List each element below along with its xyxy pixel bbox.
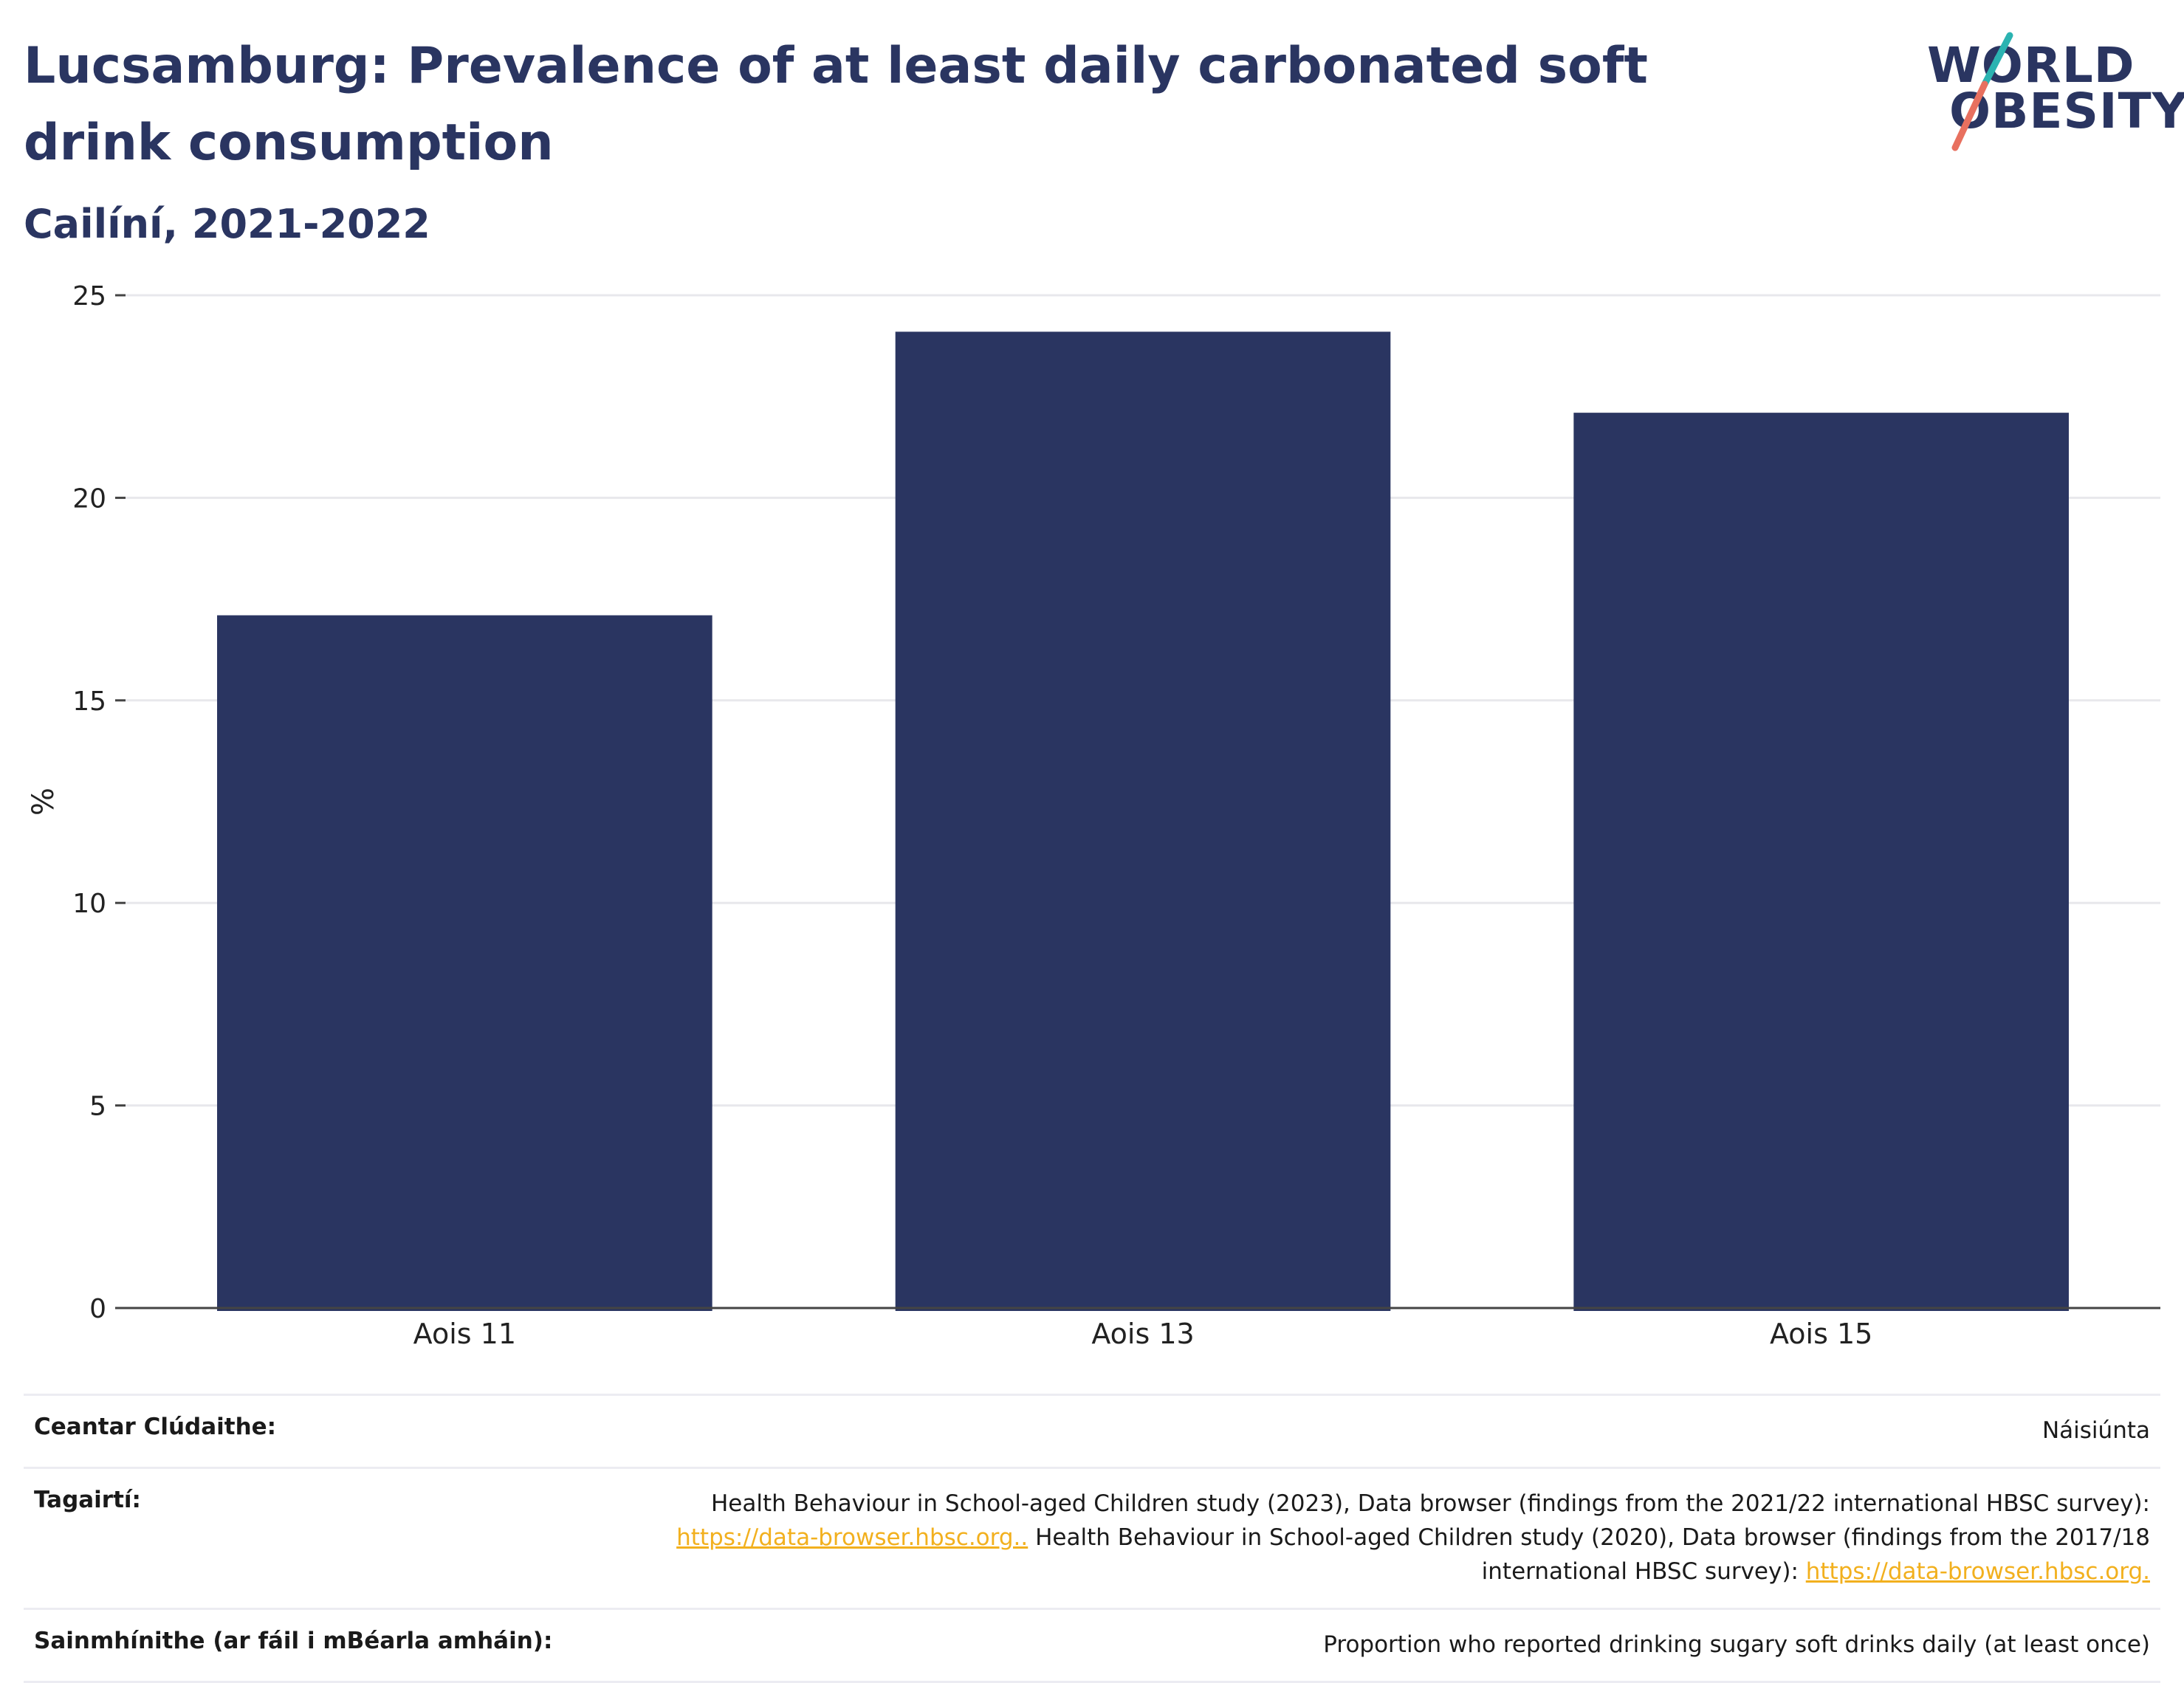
- chart-subtitle: Cailíní, 2021-2022: [24, 201, 430, 247]
- x-tick-label: Aois 13: [1091, 1318, 1194, 1350]
- y-tick-label: 25: [72, 281, 106, 312]
- reference-text-2: Health Behaviour in School-aged Children…: [1028, 1524, 2150, 1585]
- definitions-value: Proportion who reported drinking sugary …: [1323, 1631, 2150, 1658]
- definitions-row: Sainmhínithe (ar fáil i mBéarla amháin):…: [24, 1608, 2160, 1683]
- y-axis-label: %: [27, 788, 61, 816]
- coverage-row: Ceantar Clúdaithe: Náisiúnta: [24, 1394, 2160, 1467]
- reference-link-2[interactable]: https://data-browser.hbsc.org.: [1805, 1558, 2150, 1585]
- bar-chart: 0 5 10 15 20 25% Aois 11 Aois 13 Aois 15: [27, 281, 2160, 1350]
- definitions-label: Sainmhínithe (ar fáil i mBéarla amháin):: [34, 1628, 553, 1654]
- y-tick-label: 10: [72, 889, 106, 919]
- y-tick-label: 0: [89, 1294, 106, 1324]
- references-row: Tagairtí: Health Behaviour in School-age…: [24, 1467, 2160, 1608]
- y-tick-label: 5: [89, 1092, 106, 1122]
- coverage-label: Ceantar Clúdaithe:: [34, 1414, 277, 1440]
- references-label: Tagairtí:: [34, 1487, 141, 1513]
- y-tick-label: 20: [72, 483, 106, 514]
- logo-line-1: WORLD: [1927, 37, 2135, 94]
- x-tick-label: Aois 15: [1770, 1318, 1872, 1350]
- coverage-value: Náisiúnta: [2042, 1417, 2150, 1444]
- references-value: Health Behaviour in School-aged Children…: [636, 1487, 2150, 1589]
- chart-footer: Ceantar Clúdaithe: Náisiúnta Tagairtí: H…: [24, 1394, 2160, 1683]
- logo-slash-icon: [1951, 32, 2013, 151]
- reference-link-1[interactable]: https://data-browser.hbsc.org..: [676, 1524, 1029, 1551]
- x-tick-label: Aois 11: [413, 1318, 516, 1350]
- world-obesity-logo[interactable]: WORLD OBESITY: [1927, 27, 2184, 159]
- chart-title: Lucsamburg: Prevalence of at least daily…: [24, 37, 1648, 172]
- y-tick-label: 15: [72, 686, 106, 717]
- bar: [895, 331, 1391, 1312]
- logo-line-2: OBESITY: [1949, 83, 2184, 140]
- reference-text-1: Health Behaviour in School-aged Children…: [711, 1490, 2150, 1517]
- bar: [1573, 413, 2069, 1311]
- bar: [217, 615, 712, 1311]
